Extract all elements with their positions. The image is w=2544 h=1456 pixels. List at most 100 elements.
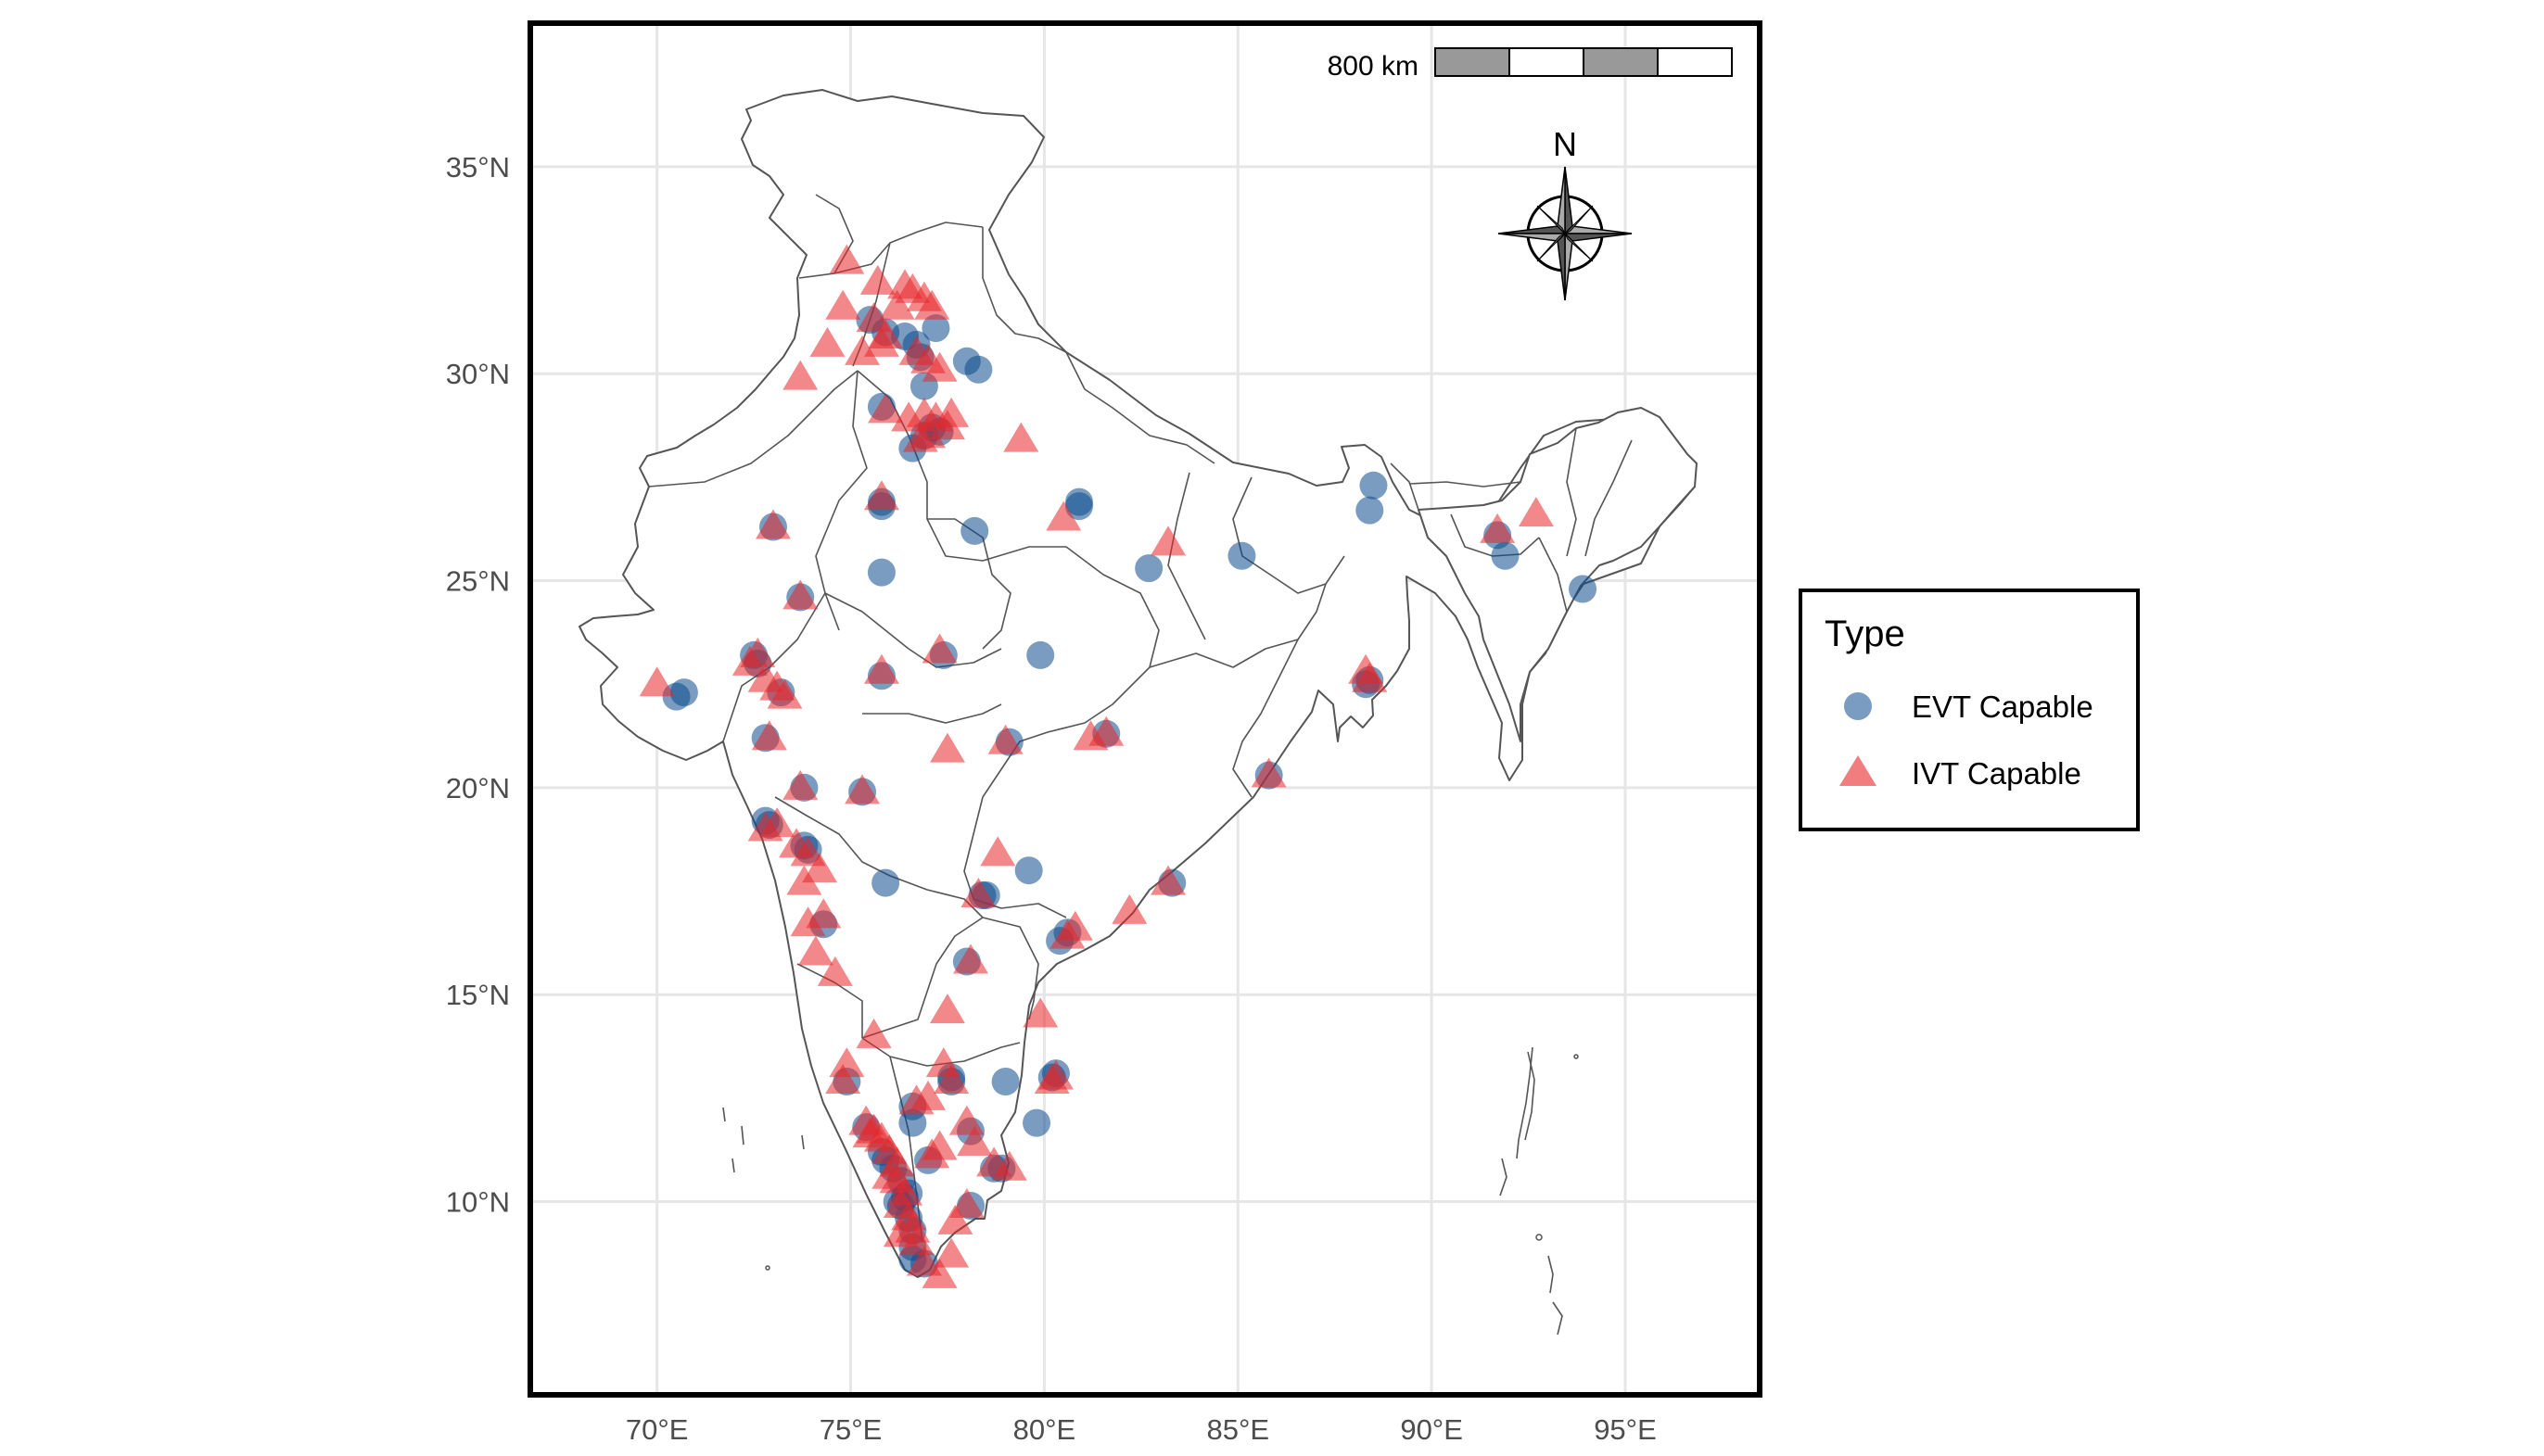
evt-point [1026,640,1055,669]
y-tick-label: 35°N [446,151,510,184]
ivt-point [906,1246,942,1276]
scale-bar-segment [1508,47,1584,77]
ivt-point [934,1237,970,1268]
evt-point [867,558,896,587]
legend-ivt-symbol [1839,755,1876,786]
evt-point [1355,496,1384,525]
ivt-point [802,853,838,883]
ivt-point [980,836,1016,867]
map-panel-border [528,20,1762,1398]
ivt-point [759,807,795,838]
evt-point [991,1068,1020,1095]
scale-bar: 800 km [1328,47,1733,82]
scale-bar-segment [1657,47,1733,77]
ivt-point [991,1150,1027,1181]
india-state-boundaries [579,89,1698,1278]
ivt-point [879,289,915,320]
islands [722,1046,1579,1336]
ivt-point [863,326,899,357]
ivt-point [1034,1064,1070,1094]
ivt-point [817,956,853,986]
scale-bar-segment [1434,47,1510,77]
ivt-point [767,678,803,709]
evt-point [1569,575,1597,603]
x-tick-label: 75°E [820,1413,883,1446]
ivt-point [953,943,989,974]
ivt-point [937,1204,973,1234]
ivt-point [829,244,865,274]
ivt-point [960,878,997,907]
evt-point [871,868,900,897]
evt-point [960,516,989,545]
ivt-point [922,351,958,382]
ivt-point [825,289,861,320]
evt-point [964,355,993,384]
ivt-point [871,1158,908,1189]
ivt-point [1251,757,1287,788]
ivt-point [929,994,965,1024]
ivt-point [863,480,899,511]
ivt-point [1088,715,1125,746]
evt-point [1359,471,1388,500]
evt-point [1227,541,1256,570]
evt-point [922,314,950,343]
ivt-point [797,935,833,966]
legend-label-ivt: IVT Capable [1912,756,2081,791]
ivt-point [922,1130,958,1160]
x-tick-label: 95°E [1594,1413,1657,1446]
ivt-capable-points [639,244,1554,1288]
x-tick-label: 85°E [1206,1413,1269,1446]
ivt-point [934,1064,970,1094]
evt-point [898,1108,927,1137]
ivt-point [1151,865,1187,895]
ivt-point [898,1225,935,1256]
ivt-point [922,633,958,664]
ivt-point [829,1047,865,1078]
ivt-point [1023,997,1059,1028]
ivt-point [914,289,950,320]
ivt-point [845,774,881,804]
ivt-point [845,335,881,365]
ivt-point [1518,497,1554,527]
ivt-point [910,418,947,449]
evt-point [1491,541,1520,570]
ivt-point [782,360,819,390]
ivt-point [751,720,787,751]
ivt-point [809,326,846,357]
ivt-point [786,865,822,895]
ivt-point [1480,513,1516,543]
ivt-point [868,393,904,424]
ivt-point [1046,500,1082,531]
ivt-point [639,666,675,697]
x-axis-ticks: 70°E 75°E 80°E 85°E 90°E 95°E [626,1413,1657,1446]
ivt-point [859,264,896,295]
ivt-point [987,724,1024,754]
ivt-point [948,1188,985,1218]
ivt-point [910,1080,947,1110]
ivt-point [1348,653,1384,684]
y-tick-label: 25°N [446,565,510,598]
ivt-point [957,1126,993,1156]
ivt-point [790,906,826,937]
ivt-point [782,579,819,610]
legend: Type EVT Capable IVT Capable [1799,589,2140,831]
ivt-point [922,1258,958,1288]
y-tick-label: 15°N [446,979,510,1011]
x-tick-label: 80°E [1013,1413,1076,1446]
ivt-point [1049,918,1086,949]
ivt-point [934,397,970,427]
ivt-point [948,1105,985,1135]
ivt-point [929,732,965,763]
y-axis-ticks: 10°N 15°N 20°N 25°N 30°N 35°N [446,151,510,1219]
y-tick-label: 20°N [446,772,510,804]
y-tick-label: 30°N [446,358,510,390]
ivt-point [856,1018,892,1048]
evt-point [1014,856,1043,885]
ivt-point [1112,893,1148,924]
north-arrow-label: N [1553,125,1577,163]
evt-point [1023,1108,1051,1137]
north-arrow: N [1497,125,1633,301]
india-outline [579,89,1696,1278]
x-tick-label: 90°E [1400,1413,1463,1446]
ivt-point [863,653,899,684]
